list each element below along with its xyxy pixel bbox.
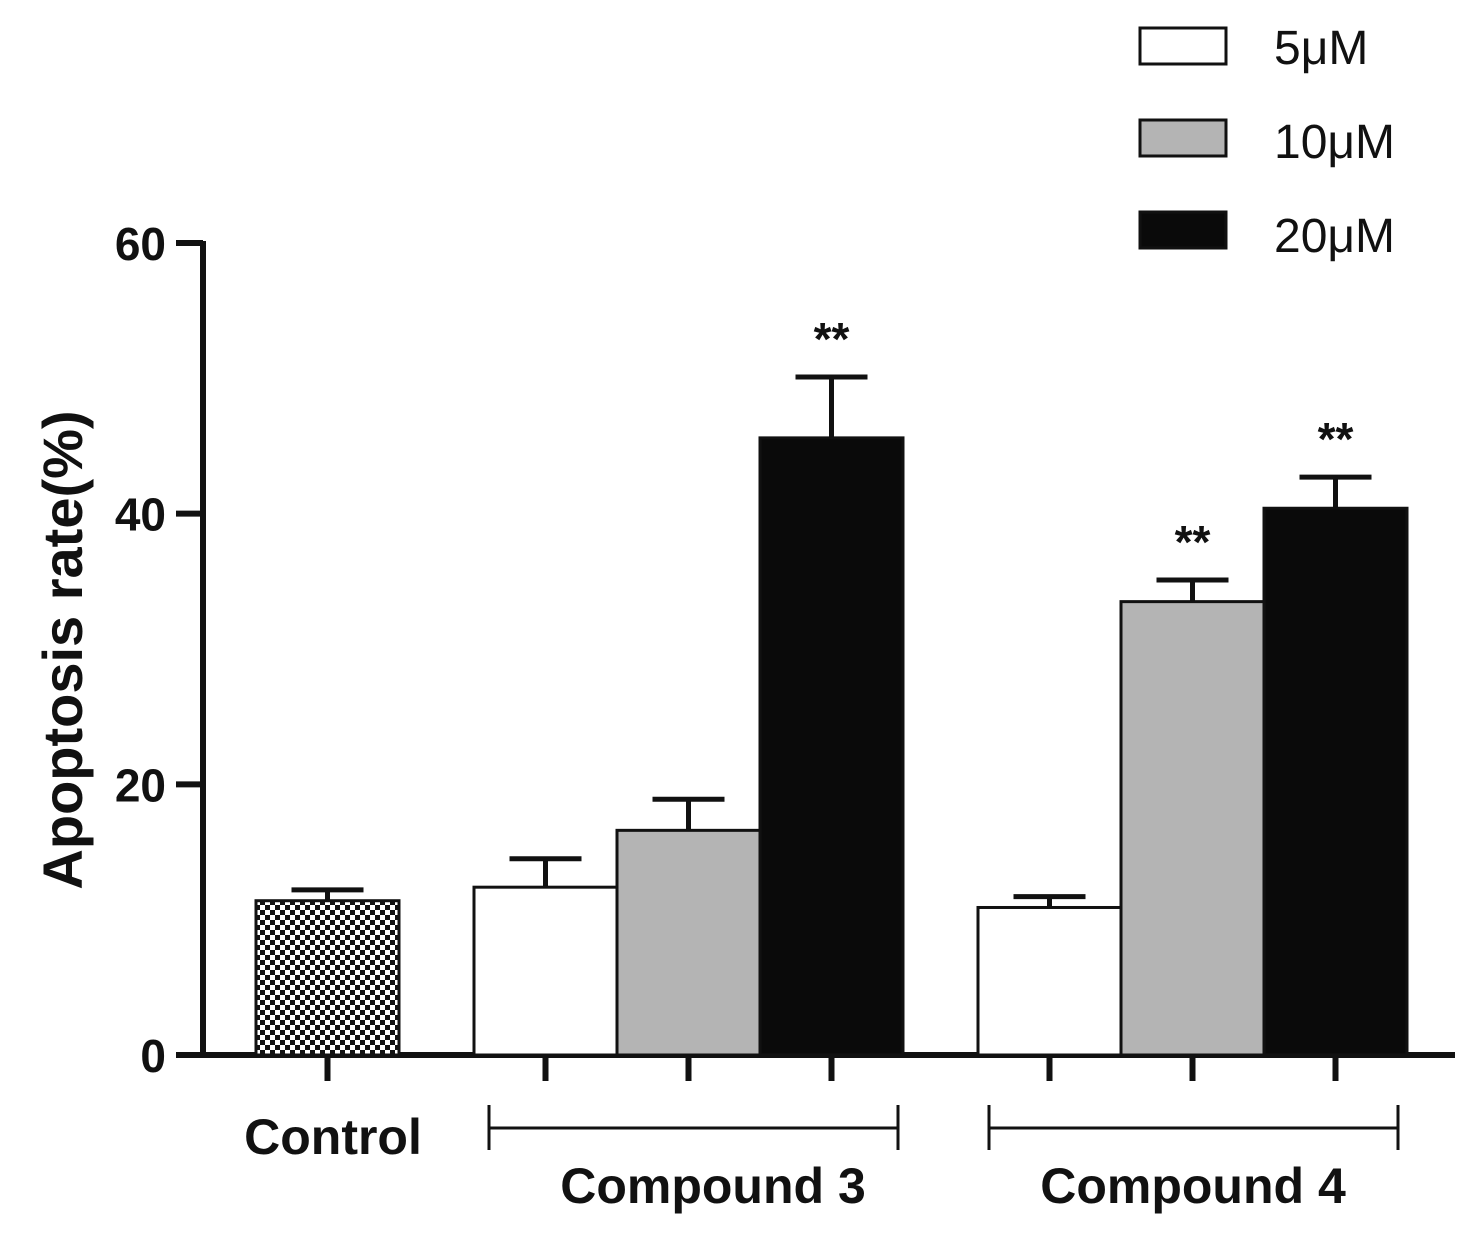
- y-tick-label: 0: [140, 1030, 166, 1082]
- bar-compound-4-1: [1119, 600, 1266, 1057]
- legend: 5μM 10μM 20μM: [1138, 22, 1395, 263]
- bar-control-0: [254, 899, 401, 1057]
- legend-label-20um: 20μM: [1274, 210, 1395, 263]
- bracket-compound-4: [987, 1105, 1400, 1150]
- y-tick-label: 40: [115, 489, 166, 541]
- y-axis-title: Apoptosis rate(%): [31, 410, 94, 889]
- legend-swatch-5um: [1138, 26, 1228, 66]
- y-axis-ticks: 0 20 40 60: [115, 218, 203, 1082]
- x-axis-ticks: [324, 1055, 1339, 1081]
- y-tick-label: 20: [115, 759, 166, 811]
- group-label-compound-4: Compound 4: [1040, 1158, 1346, 1214]
- bar-compound-3-1: [615, 828, 762, 1057]
- legend-swatch-20um: [1138, 210, 1228, 250]
- group-label-control: Control: [244, 1109, 422, 1165]
- group-label-compound-3: Compound 3: [560, 1158, 866, 1214]
- bar-compound-4-2: [1262, 506, 1409, 1057]
- significance-marker: **: [1175, 516, 1211, 568]
- bar-compound-3-0: [472, 885, 619, 1057]
- bracket-compound-3: [487, 1105, 900, 1150]
- significance-marker: **: [814, 313, 850, 365]
- legend-label-10um: 10μM: [1274, 116, 1395, 169]
- bar-compound-4-0: [976, 905, 1123, 1057]
- legend-swatch-10um: [1138, 118, 1228, 158]
- legend-label-5um: 5μM: [1274, 22, 1368, 75]
- y-tick-label: 60: [115, 218, 166, 270]
- bar-compound-3-2: [758, 436, 905, 1057]
- significance-marker: **: [1318, 413, 1354, 465]
- bars-layer: ** ** **: [254, 313, 1409, 1057]
